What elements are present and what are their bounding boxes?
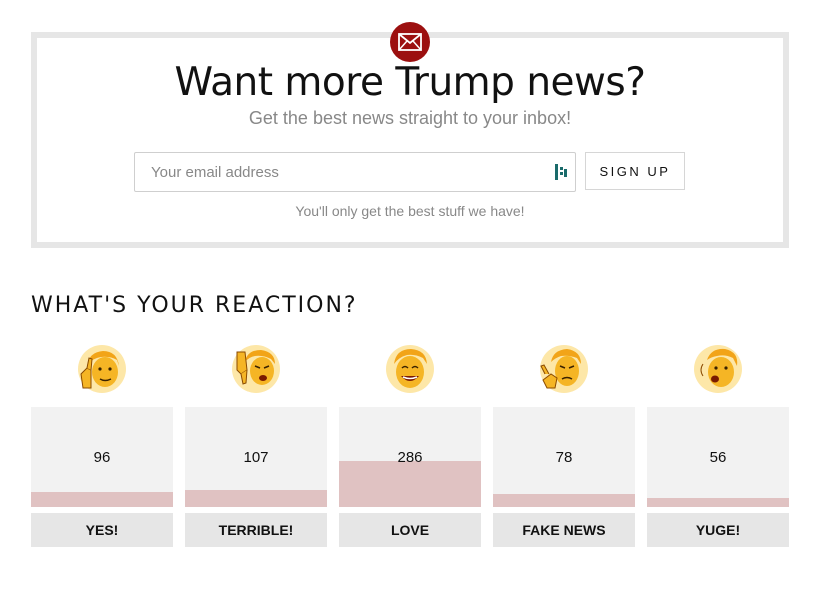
smiling-face-icon bbox=[386, 345, 434, 393]
reaction-label: YUGE! bbox=[647, 513, 789, 547]
reaction-bar-fill bbox=[31, 492, 173, 507]
reaction-count: 56 bbox=[709, 449, 727, 466]
reaction-bar: 56 bbox=[647, 407, 789, 507]
reaction-terrible[interactable]: 107 TERRIBLE! bbox=[185, 342, 327, 548]
reaction-count: 286 bbox=[397, 449, 423, 466]
password-manager-icon[interactable] bbox=[555, 164, 567, 180]
reactions-row: 96 YES! 107 TERRIBLE! bbox=[31, 342, 789, 548]
newsletter-badge bbox=[390, 22, 430, 62]
reaction-fake-news[interactable]: 78 FAKE NEWS bbox=[493, 342, 635, 548]
reaction-label: YES! bbox=[31, 513, 173, 547]
newsletter-title: Want more Trump news? bbox=[174, 60, 646, 105]
reaction-bar: 107 bbox=[185, 407, 327, 507]
reaction-bar-fill bbox=[339, 461, 481, 507]
thumbs-down-face-icon bbox=[232, 345, 280, 393]
reaction-label: LOVE bbox=[339, 513, 481, 547]
reaction-yuge[interactable]: 56 YUGE! bbox=[647, 342, 789, 548]
email-field-wrapper bbox=[134, 152, 576, 192]
reaction-bar-fill bbox=[185, 490, 327, 507]
newsletter-disclaimer: You'll only get the best stuff we have! bbox=[295, 203, 525, 219]
reaction-bar: 286 bbox=[339, 407, 481, 507]
reaction-label: FAKE NEWS bbox=[493, 513, 635, 547]
reaction-count: 78 bbox=[555, 449, 573, 466]
email-input[interactable] bbox=[135, 153, 545, 191]
reaction-heading: WHAT'S YOUR REACTION? bbox=[31, 293, 358, 318]
pointing-face-icon bbox=[540, 345, 588, 393]
reaction-count: 96 bbox=[93, 449, 111, 466]
reaction-bar-fill bbox=[493, 494, 635, 507]
reaction-bar: 78 bbox=[493, 407, 635, 507]
reaction-bar-fill bbox=[647, 498, 789, 507]
reaction-label: TERRIBLE! bbox=[185, 513, 327, 547]
thumbs-up-face-icon bbox=[78, 345, 126, 393]
reaction-count: 107 bbox=[243, 449, 269, 466]
shouting-face-icon bbox=[694, 345, 742, 393]
reaction-yes[interactable]: 96 YES! bbox=[31, 342, 173, 548]
reaction-love[interactable]: 286 LOVE bbox=[339, 342, 481, 548]
newsletter-subtitle: Get the best news straight to your inbox… bbox=[248, 108, 572, 128]
reaction-bar: 96 bbox=[31, 407, 173, 507]
signup-button[interactable]: SIGN UP bbox=[585, 152, 685, 190]
envelope-icon bbox=[398, 33, 422, 51]
